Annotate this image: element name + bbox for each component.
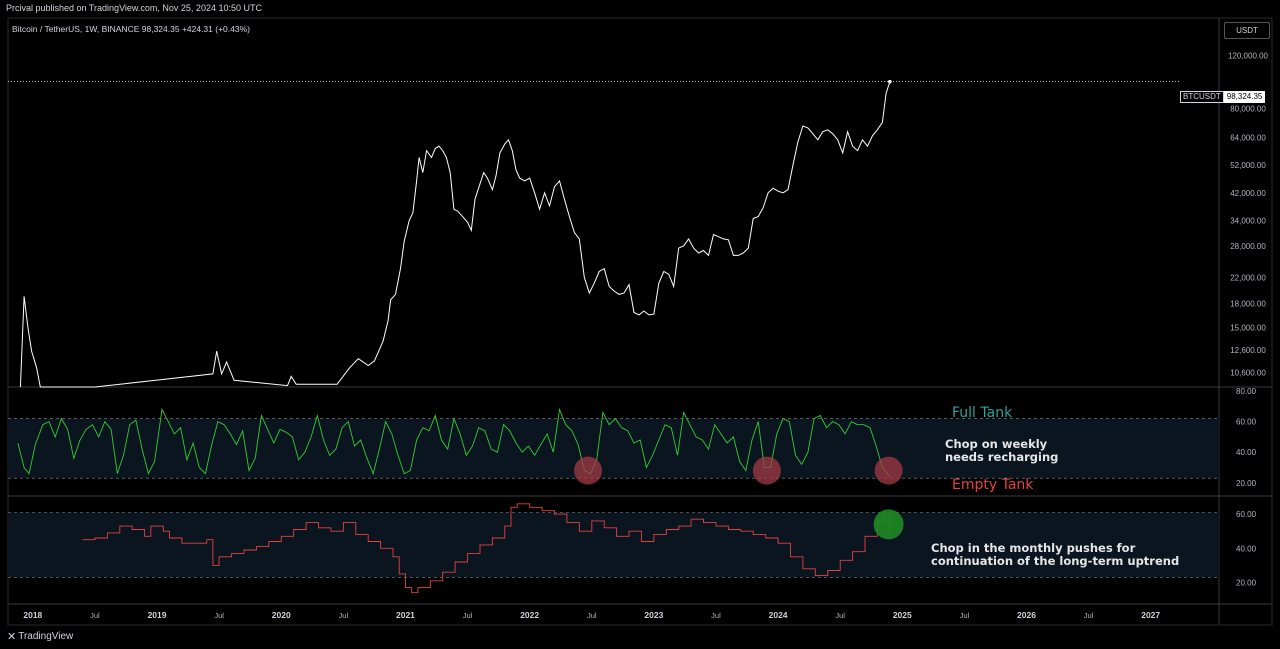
- weekly-recharge-circle: [874, 456, 903, 485]
- monthly-chop-tick-label: 20.00: [1236, 578, 1257, 587]
- price-line: [19, 81, 891, 388]
- logo-text: TradingView: [18, 631, 74, 642]
- last-price-value: 98,324.35: [1223, 91, 1266, 103]
- price-tick-label: 22,000.00: [1230, 273, 1266, 282]
- currency-button[interactable]: USDT: [1224, 22, 1270, 39]
- price-tick-label: 42,000.00: [1230, 189, 1266, 198]
- weekly-note: Chop on weekly needs recharging: [945, 437, 1059, 464]
- price-tick-label: 64,000.00: [1230, 134, 1266, 143]
- time-tick-label: Jul: [835, 611, 845, 620]
- price-tick-label: 120,000.00: [1228, 52, 1269, 61]
- time-tick-label: 2022: [520, 610, 539, 620]
- monthly-chop-band: [8, 512, 1219, 578]
- published-note: Prcival published on TradingView.com, No…: [6, 3, 262, 13]
- chart-border: [7, 17, 1273, 626]
- time-tick-label: 2018: [23, 610, 42, 620]
- time-axis: 2018 Jul 2019 Jul 2020 Jul 2021 Jul 2022 Jul 2023 J…: [23, 610, 1160, 620]
- time-tick-label: 2023: [644, 610, 663, 620]
- time-tick-label: 2025: [893, 610, 912, 620]
- time-tick-label: Jul: [960, 611, 970, 620]
- price-tick-label: 15,000.00: [1230, 323, 1266, 332]
- symbol-info: Bitcoin / TetherUS, 1W, BINANCE 98,324.3…: [12, 24, 250, 34]
- monthly-note: Chop in the monthly pushes for continuat…: [931, 541, 1180, 568]
- time-tick-label: Jul: [1084, 611, 1094, 620]
- full-tank-label: Full Tank: [952, 405, 1013, 421]
- weekly-chop-tick-label: 80.00: [1236, 387, 1257, 396]
- monthly-chop-tick-label: 60.00: [1236, 510, 1257, 519]
- monthly-chop-tick-label: 40.00: [1236, 544, 1257, 553]
- time-tick-label: 2024: [769, 610, 788, 620]
- last-price-symbol: BTCUSDT: [1180, 91, 1224, 103]
- time-tick-label: 2027: [1141, 610, 1160, 620]
- price-tick-label: 80,000.00: [1230, 105, 1266, 114]
- time-tick-label: Jul: [90, 611, 100, 620]
- time-tick-label: Jul: [463, 611, 473, 620]
- time-tick-label: 2021: [396, 610, 415, 620]
- weekly-chop-tick-label: 60.00: [1236, 418, 1257, 427]
- time-tick-label: Jul: [711, 611, 721, 620]
- tradingview-logo[interactable]: ✕ TradingView: [7, 630, 73, 643]
- time-tick-label: 2026: [1017, 610, 1036, 620]
- tradingview-logo-icon: ✕: [7, 631, 16, 643]
- monthly-chop-line: [82, 503, 891, 594]
- weekly-recharge-circle: [574, 456, 603, 485]
- empty-tank-label: Empty Tank: [952, 477, 1034, 493]
- time-tick-label: 2019: [148, 610, 167, 620]
- weekly-recharge-circle: [752, 456, 781, 485]
- time-tick-label: Jul: [339, 611, 349, 620]
- chart-frame: [7, 17, 1273, 626]
- time-tick-label: 2020: [272, 610, 291, 620]
- last-price-tag: BTCUSDT 98,324.35: [1180, 91, 1266, 103]
- price-tick-label: 52,000.00: [1230, 161, 1266, 170]
- price-pane: 150,000.00120,000.0080,000.0064,000.0052…: [8, 22, 1269, 388]
- price-tick-label: 10,600.00: [1230, 369, 1266, 378]
- monthly-push-circle: [873, 509, 904, 540]
- weekly-chop-pane: 80.00 60.00 40.00 20.00: [8, 387, 1257, 488]
- weekly-chop-tick-label: 40.00: [1236, 448, 1257, 457]
- weekly-chop-band: [8, 418, 1219, 479]
- weekly-chop-tick-label: 20.00: [1236, 479, 1257, 488]
- price-tick-label: 12,600.00: [1230, 346, 1266, 355]
- last-price-dot: [888, 79, 892, 84]
- time-tick-label: Jul: [587, 611, 597, 620]
- price-tick-label: 34,000.00: [1230, 216, 1266, 225]
- price-tick-label: 28,000.00: [1230, 242, 1266, 251]
- monthly-chop-pane: 60.00 40.00 20.00: [8, 503, 1257, 594]
- weekly-chop-line: [17, 407, 891, 477]
- price-tick-label: 18,000.00: [1230, 299, 1266, 308]
- time-tick-label: Jul: [214, 611, 224, 620]
